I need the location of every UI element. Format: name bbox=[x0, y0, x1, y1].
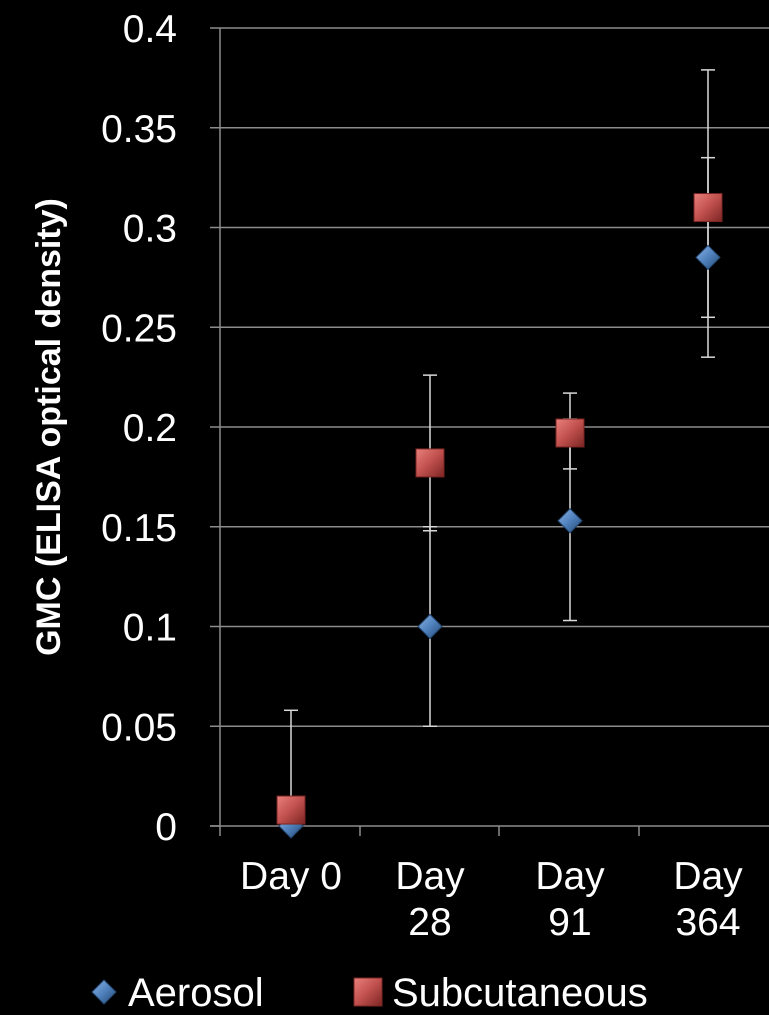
x-tick-label: Day 91 bbox=[535, 855, 605, 944]
legend-marker bbox=[353, 977, 383, 1007]
y-tick-labels: 0 0.05 0.1 0.15 0.2 0.25 0.3 0.35 0.4 bbox=[101, 8, 177, 849]
x-tick-label: Day 364 bbox=[673, 855, 743, 944]
subcutaneous-marker bbox=[415, 448, 445, 478]
x-tick-label-line: 364 bbox=[675, 901, 740, 944]
legend-label: Aerosol bbox=[128, 971, 264, 1015]
x-tick-label-line: Day bbox=[535, 855, 605, 898]
x-tick-label-line: 91 bbox=[548, 901, 591, 944]
x-tick-label-line: Day bbox=[395, 855, 465, 898]
x-tick-label-line: 28 bbox=[408, 901, 451, 944]
data-markers bbox=[276, 193, 723, 839]
axes bbox=[210, 28, 769, 836]
y-axis-label: GMC (ELISA optical density) bbox=[30, 198, 68, 656]
legend: Aerosol Subcutaneous bbox=[91, 971, 648, 1015]
legend-marker bbox=[91, 979, 117, 1005]
legend-label: Subcutaneous bbox=[392, 971, 648, 1015]
y-tick-label: 0.3 bbox=[123, 208, 177, 251]
y-tick-label: 0.4 bbox=[123, 8, 177, 51]
aerosol-marker bbox=[557, 508, 583, 534]
x-tick-label-line: Day 0 bbox=[240, 855, 342, 898]
y-tick-label: 0.35 bbox=[101, 108, 177, 151]
y-tick-label: 0.2 bbox=[123, 407, 177, 450]
y-tick-label: 0.1 bbox=[123, 607, 177, 650]
aerosol-marker bbox=[695, 244, 721, 271]
x-tick-label: Day 0 bbox=[240, 855, 342, 898]
x-tick-label: Day 28 bbox=[395, 855, 465, 944]
y-tick-label: 0.25 bbox=[101, 307, 177, 350]
subcutaneous-marker bbox=[693, 193, 723, 223]
gridlines bbox=[210, 27, 769, 827]
y-tick-label: 0.15 bbox=[101, 507, 177, 550]
subcutaneous-marker bbox=[555, 418, 585, 448]
y-tick-label: 0 bbox=[155, 806, 177, 849]
x-tick-label-line: Day bbox=[673, 855, 743, 898]
error-bars bbox=[284, 69, 715, 826]
y-tick-label: 0.05 bbox=[101, 706, 177, 749]
subcutaneous-marker bbox=[276, 795, 306, 825]
aerosol-marker bbox=[417, 613, 443, 640]
